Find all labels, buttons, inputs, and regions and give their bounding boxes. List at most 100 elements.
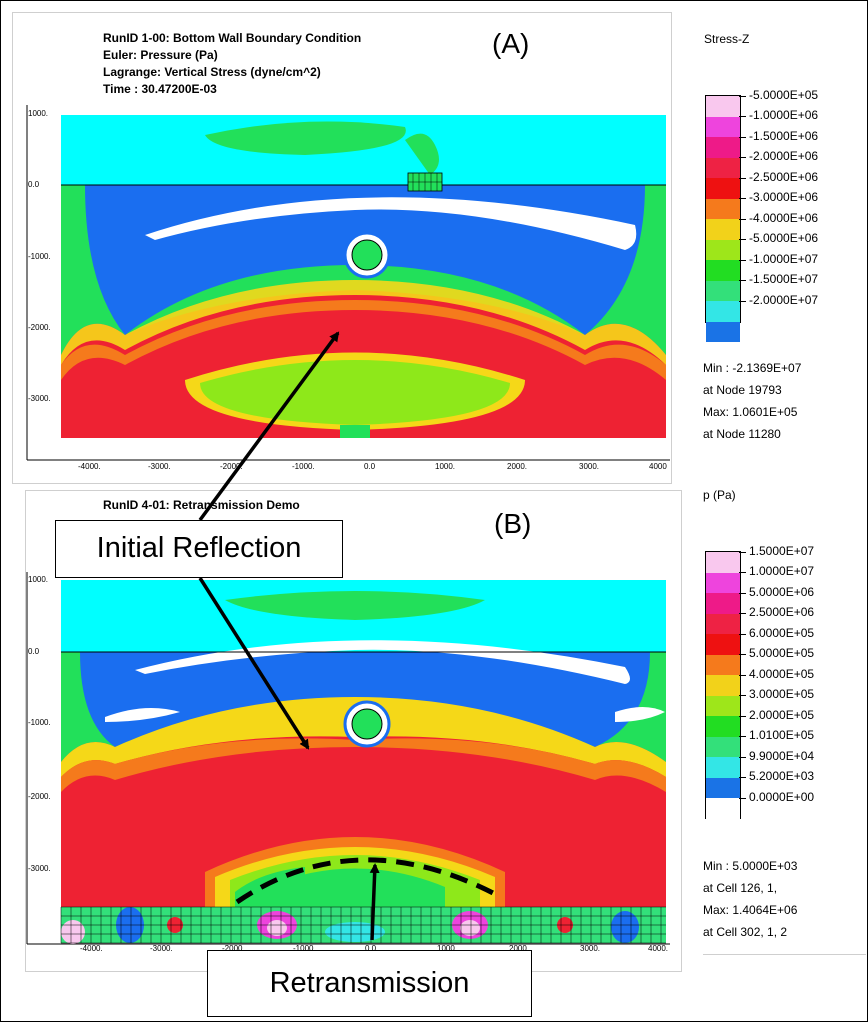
panel-a-legend-swatch: [706, 321, 740, 342]
panel-a-y-tick: 0.0: [28, 180, 40, 189]
panel-b-legend-swatch: [706, 757, 740, 778]
arrow-initial-reflection-b: [198, 577, 310, 750]
arrow-initial-reflection-a: [198, 331, 340, 522]
arrow-retransmission: [369, 863, 380, 941]
panel-b-x-tick: -1000.: [293, 944, 316, 953]
panel-b-legend-swatches: [705, 551, 741, 819]
panel-b-legend-label: 1.0000E+07: [749, 564, 815, 578]
panel-a-legend-swatch: [706, 198, 740, 219]
panel-b-x-tick: 4000.: [648, 944, 669, 953]
panel-a-legend-label: -1.5000E+07: [749, 272, 819, 286]
panel-a-stat-max: Max: 1.0601E+05: [703, 405, 798, 419]
panel-a-legend-tick: [739, 136, 746, 138]
panel-a-legend-tick: [739, 177, 746, 179]
panel-b-legend-tick: [739, 736, 746, 737]
panel-b-x-tick: -3000.: [150, 944, 173, 953]
panel-a-legend-label: -3.0000E+06: [749, 190, 819, 204]
panel-a-legend-swatch: [706, 157, 740, 178]
panel-a-legend-swatch: [706, 178, 740, 199]
panel-a-legend-label: -2.0000E+06: [749, 149, 819, 163]
panel-a-x-tick: 3000.: [579, 462, 600, 471]
panel-b-legend-label: 3.0000E+05: [749, 687, 815, 701]
panel-a-x-tick: 2000.: [507, 462, 528, 471]
panel-a-x-tick: 1000.: [435, 462, 456, 471]
panel-b-legend-tick: [739, 715, 746, 717]
panel-a-legend-swatch: [706, 301, 740, 322]
panel-b-legend-tick: [739, 633, 746, 635]
panel-b-label: (B): [494, 508, 532, 539]
panel-b-legend-swatch: [706, 552, 740, 573]
panel-b-y-tick: -1000.: [28, 718, 51, 727]
panel-b-x-tick: 1000.: [437, 944, 458, 953]
panel-a-contour-plot: [26, 105, 670, 461]
panel-b-legend-tick: [739, 551, 746, 553]
panel-b-stat-max-cell: at Cell 302, 1, 2: [703, 925, 788, 939]
panel-a-legend-label: -1.5000E+06: [749, 128, 819, 143]
panel-b-legend-title: p (Pa): [703, 488, 736, 502]
panel-b-legend-label: 2.5000E+06: [749, 605, 815, 619]
panel-b-legend-swatch: [706, 593, 740, 614]
panel-b-x-tick: 0.0: [365, 944, 377, 953]
panel-b-legend-label: 5.0000E+05: [749, 646, 815, 660]
panel-b-legend-tick: [739, 613, 746, 614]
panel-b-legend-label: 4.0000E+05: [749, 666, 815, 681]
panel-b-stat-max: Max: 1.4064E+06: [703, 903, 798, 917]
panel-b-legend-bottom-line: [703, 954, 866, 955]
panel-b-stat-min-cell: at Cell 126, 1,: [703, 881, 778, 895]
panel-a-legend-title: Stress-Z: [704, 32, 750, 46]
panel-a-x-tick: -3000.: [148, 462, 171, 471]
panel-b-legend-label: 9.9000E+04: [749, 748, 815, 763]
panel-b-legend-tick: [739, 756, 746, 758]
panel-a-stat-min-node: at Node 19793: [703, 383, 782, 397]
panel-b-legend-tick: [739, 674, 746, 676]
callout-initial-reflection: Initial Reflection: [55, 520, 343, 578]
panel-b-legend-label: 2.0000E+05: [749, 707, 815, 722]
panel-b-y-tick: 0.0: [28, 647, 40, 656]
panel-b-x-tick: -4000.: [80, 944, 103, 953]
panel-b-legend-label: 1.0100E+05: [749, 728, 815, 742]
panel-a-legend-swatch: [706, 137, 740, 158]
panel-b-legend-tick: [739, 777, 746, 778]
panel-b-legend-tick: [739, 572, 746, 573]
panel-b-legend-swatch: [706, 798, 740, 819]
panel-b-legend-swatch: [706, 675, 740, 696]
panel-b-legend-swatch: [706, 572, 740, 593]
panel-a-y-tick: -1000.: [28, 252, 51, 261]
panel-b-legend-swatch: [706, 634, 740, 655]
panel-a-label: (A): [492, 28, 530, 59]
panel-b-legend-label: 1.5000E+07: [749, 543, 815, 558]
panel-a-stat-max-node: at Node 11280: [703, 427, 781, 441]
panel-a-legend-swatch: [706, 260, 740, 281]
panel-b-legend-label: 0.0000E+00: [749, 789, 815, 804]
panel-a-legend-tick: [739, 259, 746, 261]
panel-b-stat-min: Min : 5.0000E+03: [703, 859, 798, 873]
panel-a-legend-tick: [739, 300, 746, 302]
panel-a-legend-tick: [739, 218, 746, 220]
panel-a-legend-swatch: [706, 219, 740, 240]
panel-b-header-line-1: RunID 4-01: Retransmission Demo: [103, 498, 300, 512]
panel-a-legend-swatch: [706, 116, 740, 137]
panel-b-x-tick: -2000.: [222, 944, 245, 953]
panel-b-y-tick: -3000.: [28, 864, 51, 873]
panel-b-legend-swatch: [706, 777, 740, 798]
panel-b-y-tick: 1000.: [28, 575, 49, 584]
panel-b-legend-label: 5.0000E+06: [749, 584, 815, 599]
panel-b-legend-tick: [739, 654, 746, 655]
panel-a-header-line-1: RunID 1-00: Bottom Wall Boundary Conditi…: [103, 31, 362, 45]
panel-a-legend-tick: [739, 157, 746, 158]
panel-b-legend-swatch: [706, 716, 740, 737]
panel-b-legend-tick: [739, 695, 746, 696]
panel-a-x-tick: -2000.: [220, 462, 243, 471]
callout-retransmission: Retransmission: [207, 950, 532, 1017]
panel-a-header-line-2: Euler: Pressure (Pa): [103, 48, 218, 62]
panel-a-header-line-4: Time : 30.47200E-03: [103, 82, 217, 96]
panel-a-legend-label: -5.0000E+06: [749, 231, 819, 245]
panel-a-legend-swatch: [706, 239, 740, 260]
panel-b-legend-swatch: [706, 613, 740, 634]
panel-a-legend-tick: [739, 280, 746, 281]
panel-a-header-line-3: Lagrange: Vertical Stress (dyne/cm^2): [103, 65, 321, 79]
panel-b-legend-tick: [739, 797, 746, 799]
panel-a-legend-label: -1.0000E+07: [749, 251, 819, 266]
panel-a-x-tick: -4000.: [78, 462, 101, 471]
